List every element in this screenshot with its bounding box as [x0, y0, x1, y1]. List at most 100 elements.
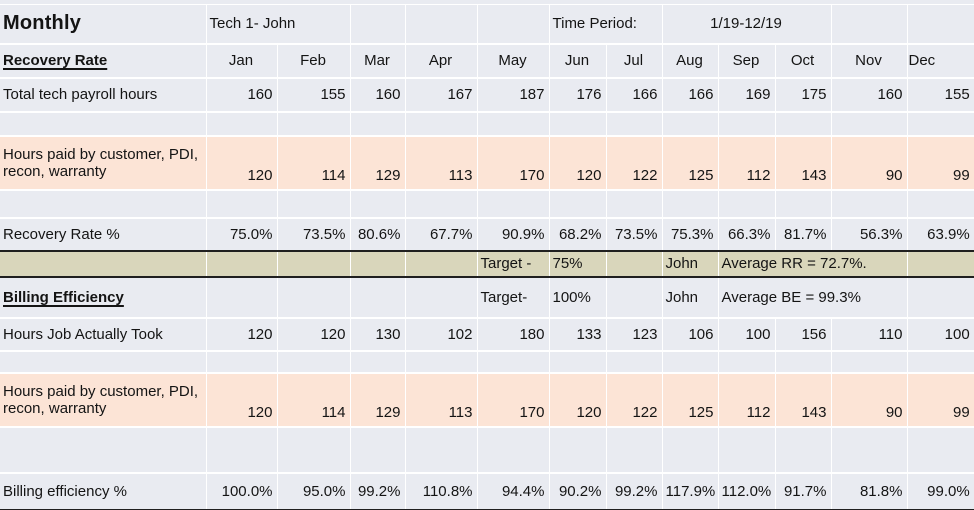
be-nov[interactable]: 81.8%: [831, 473, 908, 510]
empty-cell[interactable]: [831, 190, 908, 219]
empty-cell[interactable]: [662, 190, 719, 219]
month-header-dec[interactable]: Dec: [907, 44, 974, 79]
took-apr[interactable]: 102: [405, 318, 478, 352]
billing-paid-dec[interactable]: 99: [907, 373, 974, 428]
empty-cell[interactable]: [907, 427, 974, 474]
billing-tech-cell[interactable]: John: [662, 277, 719, 319]
recovery-paid-dec[interactable]: 99: [907, 136, 974, 191]
empty-cell[interactable]: [775, 190, 832, 219]
empty-cell[interactable]: [907, 4, 974, 45]
payroll-may[interactable]: 187: [477, 78, 550, 113]
payroll-sep[interactable]: 169: [718, 78, 776, 113]
be-apr[interactable]: 110.8%: [405, 473, 478, 510]
empty-cell[interactable]: [477, 112, 550, 137]
empty-cell[interactable]: [775, 351, 832, 374]
month-header-jan[interactable]: Jan: [206, 44, 278, 79]
empty-cell[interactable]: [206, 190, 278, 219]
recovery-paid-apr[interactable]: 113: [405, 136, 478, 191]
empty-cell[interactable]: [0, 251, 207, 278]
empty-cell[interactable]: [206, 427, 278, 474]
empty-cell[interactable]: [662, 351, 719, 374]
empty-cell[interactable]: [831, 112, 908, 137]
recovery-paid-nov[interactable]: 90: [831, 136, 908, 191]
empty-cell[interactable]: [206, 251, 278, 278]
took-jan[interactable]: 120: [206, 318, 278, 352]
be-oct[interactable]: 91.7%: [775, 473, 832, 510]
empty-cell[interactable]: [405, 251, 478, 278]
took-oct[interactable]: 156: [775, 318, 832, 352]
empty-cell[interactable]: [606, 277, 663, 319]
billing-target-label-cell[interactable]: Target-: [477, 277, 550, 319]
empty-cell[interactable]: [206, 351, 278, 374]
empty-cell[interactable]: [350, 427, 406, 474]
rr-dec[interactable]: 63.9%: [907, 218, 974, 252]
empty-cell[interactable]: [606, 251, 663, 278]
rr-aug[interactable]: 75.3%: [662, 218, 719, 252]
took-aug[interactable]: 106: [662, 318, 719, 352]
recovery-paid-aug[interactable]: 125: [662, 136, 719, 191]
be-may[interactable]: 94.4%: [477, 473, 550, 510]
month-header-mar[interactable]: Mar: [350, 44, 406, 79]
row-label-cell[interactable]: Billing efficiency %: [0, 473, 207, 510]
time-period-value-cell[interactable]: 1/19-12/19: [662, 4, 832, 45]
empty-cell[interactable]: [606, 351, 663, 374]
billing-paid-jul[interactable]: 122: [606, 373, 663, 428]
empty-cell[interactable]: [277, 277, 351, 319]
empty-cell[interactable]: [405, 190, 478, 219]
payroll-jan[interactable]: 160: [206, 78, 278, 113]
empty-cell[interactable]: [277, 251, 351, 278]
empty-cell[interactable]: [350, 351, 406, 374]
empty-cell[interactable]: [718, 112, 776, 137]
month-header-oct[interactable]: Oct: [775, 44, 832, 79]
payroll-oct[interactable]: 175: [775, 78, 832, 113]
empty-cell[interactable]: [907, 277, 974, 319]
rr-may[interactable]: 90.9%: [477, 218, 550, 252]
month-header-sep[interactable]: Sep: [718, 44, 776, 79]
empty-cell[interactable]: [405, 4, 478, 45]
payroll-apr[interactable]: 167: [405, 78, 478, 113]
empty-cell[interactable]: [549, 351, 607, 374]
rr-jan[interactable]: 75.0%: [206, 218, 278, 252]
recovery-rate-heading-cell[interactable]: Recovery Rate: [0, 44, 207, 79]
empty-cell[interactable]: [277, 351, 351, 374]
payroll-aug[interactable]: 166: [662, 78, 719, 113]
row-label-cell[interactable]: Recovery Rate %: [0, 218, 207, 252]
month-header-feb[interactable]: Feb: [277, 44, 351, 79]
empty-cell[interactable]: [907, 190, 974, 219]
empty-cell[interactable]: [662, 112, 719, 137]
billing-paid-feb[interactable]: 114: [277, 373, 351, 428]
recovery-target-label-cell[interactable]: Target -: [477, 251, 550, 278]
took-nov[interactable]: 110: [831, 318, 908, 352]
billing-paid-oct[interactable]: 143: [775, 373, 832, 428]
took-sep[interactable]: 100: [718, 318, 776, 352]
payroll-mar[interactable]: 160: [350, 78, 406, 113]
recovery-paid-sep[interactable]: 112: [718, 136, 776, 191]
recovery-average-cell[interactable]: Average RR = 72.7%.: [718, 251, 908, 278]
empty-cell[interactable]: [0, 427, 207, 474]
be-dec[interactable]: 99.0%: [907, 473, 974, 510]
recovery-paid-jul[interactable]: 122: [606, 136, 663, 191]
empty-cell[interactable]: [718, 190, 776, 219]
billing-paid-mar[interactable]: 129: [350, 373, 406, 428]
took-dec[interactable]: 100: [907, 318, 974, 352]
billing-paid-apr[interactable]: 113: [405, 373, 478, 428]
be-aug[interactable]: 117.9%: [662, 473, 719, 510]
be-jan[interactable]: 100.0%: [206, 473, 278, 510]
month-header-aug[interactable]: Aug: [662, 44, 719, 79]
empty-cell[interactable]: [662, 427, 719, 474]
month-header-jun[interactable]: Jun: [549, 44, 607, 79]
row-label-cell[interactable]: Hours paid by customer, PDI, recon, warr…: [0, 136, 207, 191]
took-jun[interactable]: 133: [549, 318, 607, 352]
rr-jul[interactable]: 73.5%: [606, 218, 663, 252]
empty-cell[interactable]: [549, 112, 607, 137]
empty-cell[interactable]: [775, 427, 832, 474]
empty-cell[interactable]: [477, 190, 550, 219]
billing-paid-may[interactable]: 170: [477, 373, 550, 428]
empty-cell[interactable]: [606, 190, 663, 219]
empty-cell[interactable]: [350, 4, 406, 45]
month-header-may[interactable]: May: [477, 44, 550, 79]
payroll-jun[interactable]: 176: [549, 78, 607, 113]
billing-paid-nov[interactable]: 90: [831, 373, 908, 428]
payroll-nov[interactable]: 160: [831, 78, 908, 113]
rr-jun[interactable]: 68.2%: [549, 218, 607, 252]
